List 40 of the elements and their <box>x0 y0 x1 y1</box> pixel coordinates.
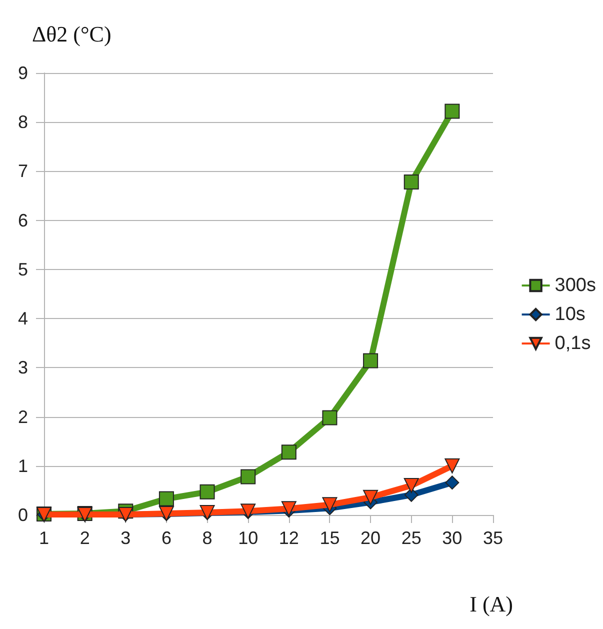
y-tick-label: 7 <box>18 161 28 182</box>
point <box>404 174 419 190</box>
x-tick-label: 8 <box>202 528 212 548</box>
y-tick-label: 6 <box>18 210 28 230</box>
x-tick-label: 10 <box>238 528 258 548</box>
point <box>322 497 338 512</box>
point <box>404 478 419 494</box>
x-tick-label: 2 <box>80 528 90 548</box>
point <box>158 491 174 506</box>
y-tick-label: 3 <box>18 358 28 378</box>
legend-label: 300s <box>554 275 596 296</box>
x-axis-title: I (A) <box>470 592 513 616</box>
x-tick-label: 12 <box>278 528 299 548</box>
y-tick-label: 9 <box>18 63 28 83</box>
x-tick-label: 30 <box>442 528 462 548</box>
x-tick-label: 20 <box>360 528 381 548</box>
point <box>363 353 378 368</box>
legend-label: 0,1s <box>554 333 591 354</box>
legend-label: 10s <box>554 304 586 325</box>
y-tick-label: 5 <box>18 259 28 280</box>
x-tick-label: 6 <box>161 528 172 548</box>
x-tick-label: 35 <box>482 528 504 548</box>
y-tick-label: 8 <box>18 112 28 132</box>
y-tick-label: 4 <box>18 308 28 329</box>
y-tick-label: 1 <box>18 456 28 476</box>
x-tick-label: 3 <box>120 528 131 548</box>
point <box>444 458 460 474</box>
point <box>200 484 215 500</box>
x-tick-label: 1 <box>38 528 50 548</box>
y-tick-label: 2 <box>18 406 28 427</box>
point <box>281 444 296 460</box>
x-tick-label: 25 <box>401 528 422 548</box>
point <box>444 104 460 119</box>
y-axis-title: Δθ2 (°C) <box>32 22 112 46</box>
x-tick-label: 15 <box>320 528 340 548</box>
point <box>363 490 378 505</box>
y-tick-label: 0 <box>18 505 28 525</box>
point <box>445 476 460 490</box>
point <box>322 410 338 426</box>
point <box>240 469 256 484</box>
